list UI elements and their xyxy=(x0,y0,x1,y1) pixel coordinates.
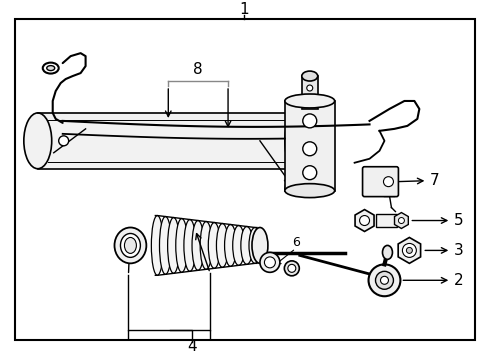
Ellipse shape xyxy=(285,184,334,198)
Ellipse shape xyxy=(167,217,179,273)
Ellipse shape xyxy=(285,113,304,169)
Circle shape xyxy=(380,276,387,284)
Ellipse shape xyxy=(285,94,334,108)
Ellipse shape xyxy=(120,234,140,257)
Text: 4: 4 xyxy=(187,338,197,354)
Ellipse shape xyxy=(232,225,244,265)
Ellipse shape xyxy=(42,63,59,73)
Circle shape xyxy=(406,247,411,253)
Ellipse shape xyxy=(264,257,275,268)
Circle shape xyxy=(383,177,393,186)
Ellipse shape xyxy=(124,238,136,253)
Bar xyxy=(301,76,317,109)
Text: 1: 1 xyxy=(239,2,248,17)
FancyBboxPatch shape xyxy=(362,167,398,197)
Ellipse shape xyxy=(192,221,203,270)
Circle shape xyxy=(302,114,316,128)
Ellipse shape xyxy=(260,252,279,272)
Bar xyxy=(38,113,294,169)
Ellipse shape xyxy=(284,261,299,276)
Ellipse shape xyxy=(114,228,146,264)
Ellipse shape xyxy=(159,216,171,274)
Ellipse shape xyxy=(248,228,261,264)
Ellipse shape xyxy=(151,216,163,275)
Circle shape xyxy=(375,271,393,289)
Ellipse shape xyxy=(200,221,212,269)
Ellipse shape xyxy=(216,224,228,267)
Ellipse shape xyxy=(287,264,295,272)
Ellipse shape xyxy=(301,71,317,81)
Text: 7: 7 xyxy=(428,173,438,188)
Bar xyxy=(375,213,397,228)
Bar xyxy=(15,19,474,340)
Ellipse shape xyxy=(208,222,220,268)
Circle shape xyxy=(359,216,369,225)
Ellipse shape xyxy=(47,66,55,71)
Circle shape xyxy=(302,142,316,156)
Text: 6: 6 xyxy=(291,236,299,249)
Text: 3: 3 xyxy=(453,243,463,258)
Bar xyxy=(285,101,334,191)
Ellipse shape xyxy=(241,226,252,264)
Circle shape xyxy=(59,136,68,146)
Circle shape xyxy=(398,217,404,224)
Ellipse shape xyxy=(175,219,187,272)
Text: 2: 2 xyxy=(453,273,463,288)
Ellipse shape xyxy=(224,225,236,266)
Circle shape xyxy=(402,243,415,257)
Ellipse shape xyxy=(382,246,392,259)
Text: 8: 8 xyxy=(193,62,203,77)
Ellipse shape xyxy=(251,228,267,264)
Text: 5: 5 xyxy=(453,213,463,228)
Circle shape xyxy=(306,85,312,91)
Ellipse shape xyxy=(183,220,196,271)
Ellipse shape xyxy=(24,113,52,169)
Circle shape xyxy=(302,166,316,180)
Circle shape xyxy=(368,264,400,296)
